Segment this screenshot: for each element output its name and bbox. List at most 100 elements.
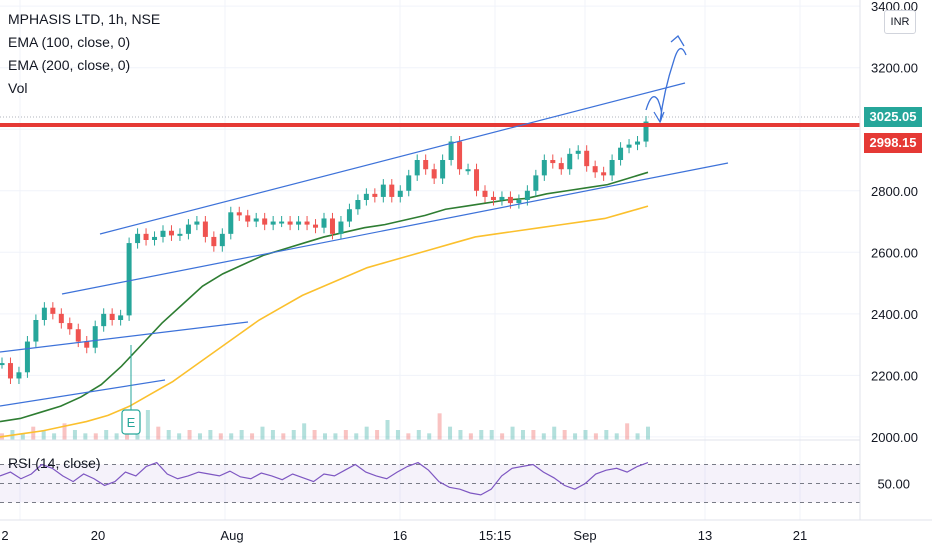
candle-body bbox=[84, 341, 90, 348]
candle-body bbox=[474, 169, 480, 191]
volume-bar bbox=[31, 426, 36, 440]
channel-lower bbox=[61, 162, 729, 295]
volume-bar bbox=[72, 430, 77, 440]
projection-arrow bbox=[645, 48, 687, 123]
candle-body bbox=[152, 236, 158, 240]
volume-bar bbox=[510, 426, 515, 440]
volume-bar bbox=[437, 413, 442, 440]
candle-body bbox=[372, 193, 378, 197]
volume-bar bbox=[41, 430, 46, 440]
price-tick-label: 3200.00 bbox=[871, 61, 918, 76]
volume-bar bbox=[583, 430, 588, 440]
currency-button[interactable]: INR bbox=[884, 10, 916, 34]
volume-bar bbox=[635, 433, 640, 440]
candle-body bbox=[143, 233, 149, 240]
candle-body bbox=[33, 320, 39, 342]
volume-bar bbox=[156, 426, 161, 440]
volume-bar bbox=[531, 430, 536, 440]
candle-body bbox=[431, 169, 437, 179]
legend-ema200: EMA (200, close, 0) bbox=[8, 57, 131, 73]
candle-body bbox=[575, 150, 581, 154]
candle-body bbox=[507, 196, 513, 204]
candle-body bbox=[50, 307, 56, 314]
candle-body bbox=[541, 160, 547, 176]
volume-bar bbox=[573, 433, 578, 440]
candle-body bbox=[304, 221, 310, 225]
volume-bar bbox=[93, 433, 98, 440]
time-tick-label: 2 bbox=[1, 528, 8, 543]
axes: 3400.003200.002800.002600.002400.002200.… bbox=[1, 0, 918, 543]
volume-bar bbox=[20, 433, 25, 440]
candle-body bbox=[626, 144, 632, 148]
grid-lines bbox=[0, 0, 860, 520]
candle-body bbox=[118, 315, 124, 320]
volume-bar bbox=[406, 433, 411, 440]
legend-volume: Vol bbox=[8, 80, 28, 96]
chart-title: MPHASIS LTD, 1h, NSE bbox=[8, 11, 161, 27]
support-line-1 bbox=[0, 321, 249, 353]
candle-body bbox=[194, 221, 200, 225]
candle-body bbox=[135, 233, 141, 244]
candle-body bbox=[101, 313, 107, 327]
trend-drawings: E bbox=[0, 35, 860, 435]
volume-bar bbox=[489, 430, 494, 440]
candle-body bbox=[253, 218, 259, 222]
candle-body bbox=[524, 190, 530, 200]
rsi-legend: RSI (14, close) bbox=[8, 455, 101, 471]
candle-body bbox=[177, 233, 183, 236]
candle-body bbox=[406, 175, 412, 191]
volume-bar bbox=[364, 426, 369, 440]
volume-bar bbox=[458, 430, 463, 440]
candle-body bbox=[262, 218, 268, 225]
volume-bar bbox=[614, 433, 619, 440]
rsi-pane bbox=[0, 439, 932, 521]
candle-body bbox=[0, 363, 5, 366]
candle-body bbox=[313, 224, 319, 228]
volume-bar bbox=[333, 433, 338, 440]
last-price-tag: 3025.05 bbox=[864, 107, 922, 127]
candle-body bbox=[440, 160, 446, 179]
candle-body bbox=[211, 236, 217, 247]
rsi-tick-label: 50.00 bbox=[877, 477, 910, 492]
volume-bar bbox=[187, 430, 192, 440]
candle-body bbox=[168, 230, 174, 236]
price-tick-label: 2400.00 bbox=[871, 307, 918, 322]
candle-body bbox=[279, 221, 285, 224]
volume-bar bbox=[593, 433, 598, 440]
volume-bar bbox=[312, 430, 317, 440]
volume-bar bbox=[260, 426, 265, 440]
time-tick-label: 16 bbox=[393, 528, 407, 543]
time-tick-label: 15:15 bbox=[479, 528, 512, 543]
candle-body bbox=[482, 190, 488, 197]
time-tick-label: 20 bbox=[91, 528, 105, 543]
chart-legend: MPHASIS LTD, 1h, NSE EMA (100, close, 0)… bbox=[8, 8, 160, 100]
candle-body bbox=[287, 221, 293, 225]
volume-bar bbox=[177, 433, 182, 440]
candle-body bbox=[219, 233, 225, 247]
candle-body bbox=[499, 196, 505, 200]
volume-bar bbox=[541, 433, 546, 440]
candle-body bbox=[490, 196, 496, 200]
price-tick-label: 2000.00 bbox=[871, 430, 918, 445]
candle-body bbox=[592, 166, 598, 173]
candle-body bbox=[533, 175, 539, 191]
candle-body bbox=[355, 200, 361, 210]
time-tick-label: Aug bbox=[220, 528, 243, 543]
candle-body bbox=[618, 147, 624, 160]
candle-body bbox=[516, 200, 522, 204]
volume-bar bbox=[83, 433, 88, 440]
candle-body bbox=[457, 141, 463, 170]
rsi-path bbox=[0, 461, 649, 496]
level-price-tag: 2998.15 bbox=[864, 133, 922, 153]
ema200-line bbox=[0, 205, 649, 438]
volume-bar bbox=[114, 433, 119, 440]
volume-bar bbox=[468, 433, 473, 440]
price-candles bbox=[0, 116, 649, 384]
candle-body bbox=[270, 221, 276, 225]
arrow-head bbox=[670, 35, 685, 47]
candle-body bbox=[346, 209, 352, 222]
volume-bar bbox=[104, 430, 109, 440]
candle-body bbox=[414, 160, 420, 176]
